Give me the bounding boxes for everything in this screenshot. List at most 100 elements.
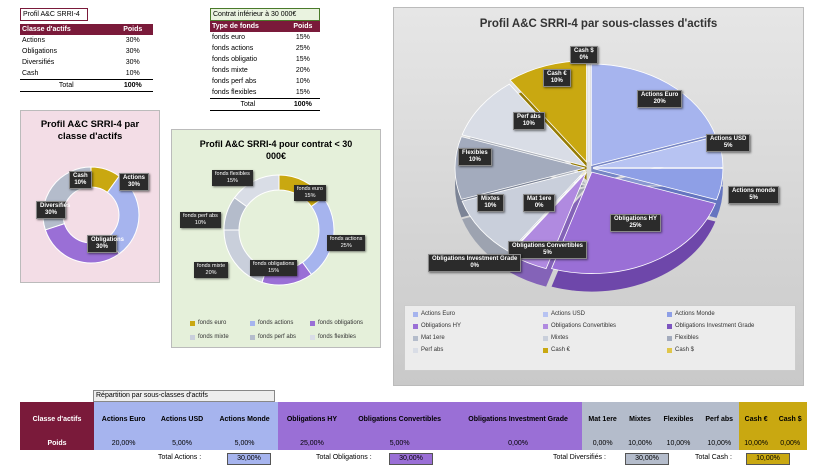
chart3-label: Mat 1ere 0% (523, 194, 556, 212)
chart3-panel[interactable]: Profil A&C SRRI-4 par sous-classes d'act… (393, 7, 804, 386)
total-diversifies-value: 30,00% (625, 453, 669, 465)
bottom-col-header: Obligations Convertibles (345, 402, 454, 438)
table1-title: Profil A&C SRRI-4 (20, 8, 88, 21)
table1-header-class: Classe d'actifs (20, 24, 113, 35)
table2-cell: fonds euro (212, 34, 246, 41)
table2-total-value: 100% (285, 98, 320, 111)
chart2-legend-item: fonds obligations (310, 320, 363, 326)
chart3-label: Actions Euro 20% (637, 90, 683, 108)
chart3-legend-item: Cash $ (667, 347, 694, 353)
bottom-col-header: Actions USD (153, 402, 211, 438)
bottom-col-header: Mixtes (622, 402, 658, 438)
table2: Contrat inférieur à 30 000€ Type de fond… (210, 8, 320, 111)
table2-cell: fonds flexibles (212, 89, 257, 96)
chart1-label-actions: Actions 30% (119, 173, 150, 191)
table1-cell: 10% (125, 70, 140, 77)
chart3-legend-item: Mat 1ere (413, 335, 445, 341)
bottom-col-header: Mat 1ere (582, 402, 623, 438)
chart3-legend-item: Actions USD (543, 311, 585, 317)
chart3-slice (592, 168, 724, 201)
bottom-table: Classe d'actifs Actions Euro Actions USD… (20, 402, 807, 450)
chart3-label: Actions USD 5% (706, 134, 751, 152)
bottom-value: 10,00% (622, 438, 658, 450)
table1-cell: 30% (125, 48, 140, 55)
chart3-label: Actions monde 5% (728, 186, 780, 204)
chart2-label: fonds obligations 15% (250, 260, 298, 276)
table2-cell: 10% (295, 78, 310, 85)
chart2-panel[interactable]: Profil A&C SRRI-4 pour contrat < 30 000€… (171, 129, 381, 348)
chart3-legend-item: Actions Monde (667, 311, 715, 317)
bottom-col-header: Cash $ (773, 402, 807, 438)
chart2-label: fonds flexibles 15% (212, 170, 253, 186)
table1-total-value: 100% (112, 79, 153, 92)
bottom-col-header: Actions Euro (94, 402, 154, 438)
bottom-value: 5,00% (345, 438, 454, 450)
table2-cell: 20% (295, 67, 310, 74)
bottom-value: 10,00% (657, 438, 700, 450)
chart3-legend-item: Flexibles (667, 335, 699, 341)
chart3-legend-item: Perf abs (413, 347, 443, 353)
chart2-legend-item: fonds mixte (190, 334, 229, 340)
table2-total-label: Total (210, 98, 286, 111)
chart3-label: Obligations Investment Grade 0% (428, 254, 522, 272)
chart1-label-cash: Cash 10% (69, 171, 92, 189)
chart1-panel[interactable]: Profil A&C SRRI-4 par classe d'actifs Ca… (20, 110, 160, 283)
chart3-title: Profil A&C SRRI-4 par sous-classes d'act… (479, 18, 718, 30)
table2-cell: 15% (295, 34, 310, 41)
chart2-legend-item: fonds perf abs (250, 334, 296, 340)
chart2-label: fonds mixte 20% (194, 262, 229, 278)
total-obligations-value: 30,00% (389, 453, 433, 465)
bottom-value: 25,00% (278, 438, 346, 450)
chart1-label-obligations: Obligations 30% (87, 235, 124, 253)
table2-header-type: Type de fonds (210, 21, 286, 32)
chart2-legend-item: fonds euro (190, 320, 226, 326)
bottom-row-label-class: Classe d'actifs (20, 402, 94, 438)
chart1-label-diversifies: Diversifiés 30% (36, 201, 70, 219)
bottom-row-label-weight: Poids (20, 438, 94, 450)
table1-cell: 30% (125, 59, 140, 66)
bottom-col-header: Obligations Investment Grade (453, 402, 583, 438)
total-actions-label: Total Actions : (158, 454, 202, 461)
total-cash-label: Total Cash : (695, 454, 732, 461)
chart3-label: Cash €10% (543, 69, 571, 87)
bottom-value: 10,00% (738, 438, 774, 450)
bottom-col-header: Actions Monde (210, 402, 279, 438)
chart3-legend-item: Obligations Investment Grade (667, 323, 754, 329)
table1-total-label: Total (20, 79, 113, 92)
bottom-value: 0,00% (453, 438, 583, 450)
chart2-title: Profil A&C SRRI-4 pour contrat < 30 000€ (199, 139, 353, 161)
chart3-label: Cash $0% (570, 46, 598, 64)
table2-cell: fonds obligatio (212, 56, 258, 63)
bottom-col-header: Flexibles (657, 402, 700, 438)
chart3-label: Flexibles 10% (458, 148, 492, 166)
bottom-value: 5,00% (210, 438, 279, 450)
table2-cell: fonds perf abs (212, 78, 257, 85)
chart3-legend-item: Obligations Convertibles (543, 323, 616, 329)
bottom-value: 5,00% (153, 438, 211, 450)
chart3-legend-item: Actions Euro (413, 311, 455, 317)
table1-cell: 30% (125, 37, 140, 44)
chart2-label: fonds perf abs 10% (180, 212, 221, 228)
chart1-title: Profil A&C SRRI-4 par classe d'actifs (40, 119, 140, 142)
total-obligations-label: Total Obligations : (316, 454, 372, 461)
bottom-col-header: Cash € (738, 402, 774, 438)
chart2-slice (233, 174, 280, 208)
chart3-legend: Actions Euro Actions USD Actions Monde O… (404, 305, 796, 371)
table1-cell: Obligations (22, 48, 58, 55)
chart3-legend-item: Obligations HY (413, 323, 461, 329)
chart2-label: fonds actions 25% (327, 235, 366, 251)
total-cash-value: 10,00% (746, 453, 790, 465)
total-diversifies-label: Total Diversifiés : (553, 454, 606, 461)
total-actions-value: 30,00% (227, 453, 271, 465)
bottom-value: 10,00% (699, 438, 739, 450)
chart3-legend-item: Mixtes (543, 335, 568, 341)
bottom-col-header: Obligations HY (278, 402, 346, 438)
chart2-legend-item: fonds flexibles (310, 334, 356, 340)
table2-cell: 25% (295, 45, 310, 52)
table1: Profil A&C SRRI-4 Classe d'actifs Poids A… (20, 8, 153, 92)
chart3-label: Obligations Convertibles 5% (508, 241, 588, 259)
table1-cell: Actions (22, 37, 45, 44)
table2-header-weight: Poids (285, 21, 320, 32)
table2-cell: fonds actions (212, 45, 254, 52)
chart3-label: Obligations HY 25% (610, 214, 662, 232)
